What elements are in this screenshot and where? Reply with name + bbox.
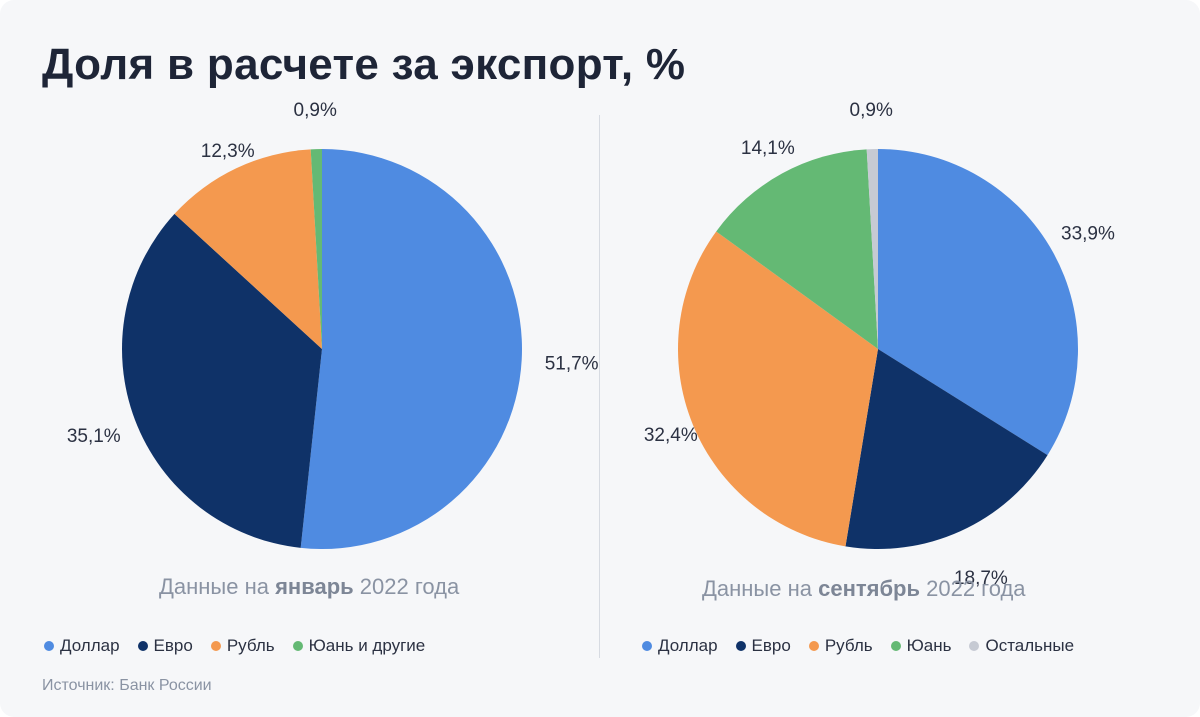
legend-item: Евро [735, 636, 791, 656]
legend-label: Доллар [60, 636, 120, 655]
caption-prefix: Данные на [702, 576, 819, 601]
legend-item: Рубль [808, 636, 873, 656]
caption-suffix: 2022 года [920, 576, 1026, 601]
legend-item: Евро [137, 636, 193, 656]
legend-dot-icon [137, 641, 148, 651]
source-note: Источник: Банк России [42, 677, 212, 694]
legend-label: Юань и другие [308, 636, 426, 655]
caption-month: январь [275, 574, 354, 599]
pie-label-sep-0: 33,9% [1061, 224, 1115, 245]
legend-label: Рубль [226, 636, 275, 655]
legend-dot-icon [44, 641, 54, 651]
legend-dot-icon [890, 641, 901, 651]
pie-slice-sep-4 [866, 149, 878, 349]
legend-label: Рубль [824, 636, 873, 655]
pie-slice-sep-1 [845, 349, 1048, 550]
legend-item: Остальные [969, 636, 1074, 656]
legend-dot-icon [642, 641, 652, 651]
pie-label-sep-4: 0,9% [850, 100, 893, 121]
legend-dot-icon [735, 641, 746, 651]
pie-slice-sep-2 [677, 231, 878, 547]
caption-month: сентябрь [818, 576, 921, 601]
pie-slice-jan-2 [174, 149, 322, 349]
legend-item: Юань [890, 636, 952, 656]
pie-slice-jan-0 [300, 149, 523, 550]
pie-slice-sep-3 [716, 149, 878, 349]
caption-september: Данные на сентябрь 2022 года [702, 576, 1026, 602]
legend-item: Рубль [210, 636, 275, 656]
legend-dot-icon [210, 641, 221, 651]
legend-september: Доллар Евро Рубль Юань Остальные [642, 636, 1092, 656]
pie-slice-jan-1 [121, 213, 322, 548]
pie-label-jan-0: 51,7% [545, 353, 599, 374]
pie-label-jan-1: 35,1% [67, 426, 121, 447]
legend-label: Евро [153, 636, 193, 655]
legend-dot-icon [969, 641, 980, 651]
pie-label-jan-3: 0,9% [294, 100, 337, 121]
caption-prefix: Данные на [159, 574, 276, 599]
legend-item: Доллар [44, 636, 120, 656]
pie-label-sep-2: 32,4% [644, 425, 698, 446]
caption-suffix: 2022 года [353, 574, 460, 599]
legend-label: Юань [906, 636, 952, 655]
legend-label: Евро [751, 636, 791, 655]
legend-item: Доллар [642, 636, 718, 656]
caption-january: Данные на январь 2022 года [159, 574, 459, 600]
legend-item: Юань и другие [292, 636, 426, 656]
pie-label-jan-2: 12,3% [201, 141, 255, 162]
pie-slice-jan-3 [310, 149, 322, 349]
legend-label: Остальные [985, 636, 1075, 655]
chart-title: Доля в расчете за экспорт, % [42, 40, 686, 89]
legend-dot-icon [292, 641, 303, 651]
legend-january: Доллар Евро Рубль Юань и другие [44, 636, 443, 656]
pie-label-sep-1: 18,7% [954, 568, 1008, 589]
legend-dot-icon [808, 641, 819, 651]
pie-slice-sep-0 [878, 149, 1078, 456]
legend-label: Доллар [658, 636, 718, 655]
divider [599, 115, 600, 658]
pie-label-sep-3: 14,1% [741, 138, 795, 159]
